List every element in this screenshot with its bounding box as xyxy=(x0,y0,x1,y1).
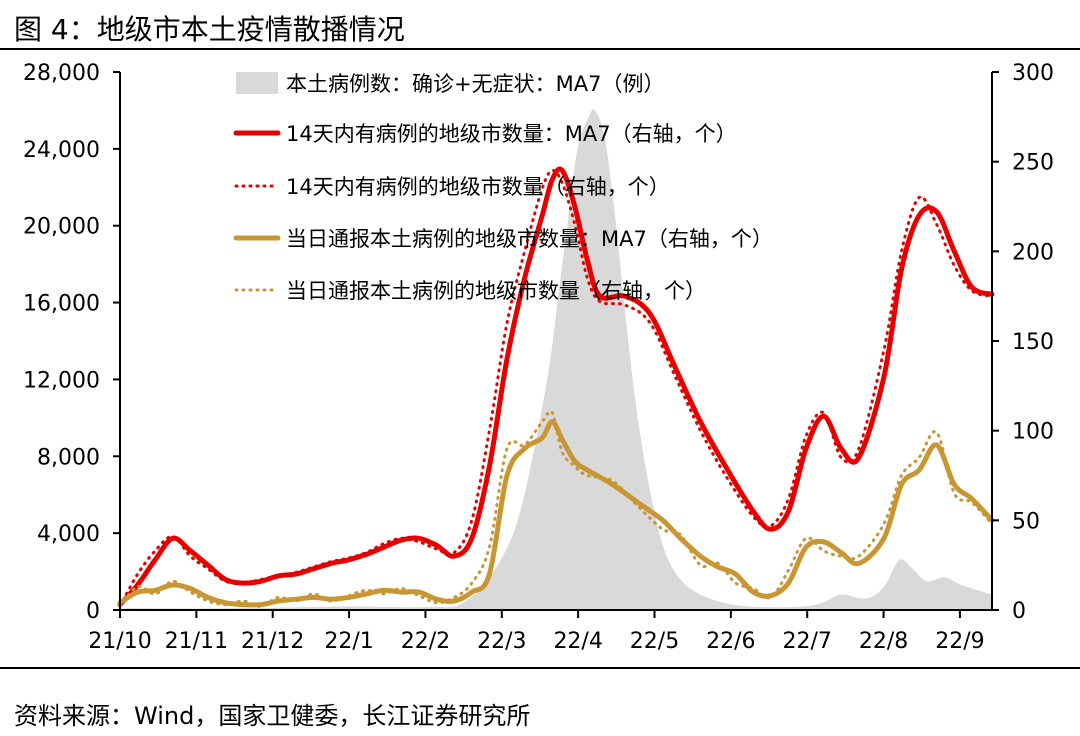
x-tick-label: 21/12 xyxy=(241,629,304,654)
x-tick-label: 22/8 xyxy=(859,629,908,654)
left-tick-label: 28,000 xyxy=(23,61,100,86)
x-tick-label: 22/9 xyxy=(935,629,984,654)
x-tick-label: 21/10 xyxy=(88,629,151,654)
legend-label: 当日通报本土病例的地级市数量：MA7（右轴，个） xyxy=(286,227,773,251)
right-tick-label: 200 xyxy=(1012,240,1054,265)
left-tick-label: 0 xyxy=(86,599,100,624)
series-line-4 xyxy=(118,409,994,608)
x-tick-label: 22/6 xyxy=(706,629,755,654)
left-tick-label: 8,000 xyxy=(37,445,100,470)
x-tick-label: 22/1 xyxy=(324,629,373,654)
legend-label: 本土病例数：确诊+无症状：MA7（例） xyxy=(286,72,664,96)
right-tick-label: 150 xyxy=(1012,330,1054,355)
chart-title: 图 4：地级市本土疫情散播情况 xyxy=(14,13,405,46)
series-line-3 xyxy=(117,419,995,608)
area-layer xyxy=(120,109,992,611)
left-tick-label: 16,000 xyxy=(23,292,100,317)
title-rule xyxy=(0,48,1080,50)
series-area-cases xyxy=(120,109,992,611)
left-tick-label: 12,000 xyxy=(23,368,100,393)
series-line-1 xyxy=(117,166,995,608)
series-line-2 xyxy=(118,169,994,608)
right-tick-label: 100 xyxy=(1012,420,1054,445)
x-tick-label: 21/11 xyxy=(165,629,228,654)
legend-label: 当日通报本土病例的地级市数量（右轴，个） xyxy=(286,279,706,303)
legend-swatch-area xyxy=(236,72,278,94)
axis-layer: 0 4,000 8,000 12,000 16,000 20,000 24,000 28,00… xyxy=(23,61,1054,654)
x-tick-label: 22/2 xyxy=(401,629,450,654)
legend: 本土病例数：确诊+无症状：MA7（例） 14天内有病例的地级市数量：MA7（右轴，… xyxy=(233,72,773,303)
x-tick-label: 22/3 xyxy=(477,629,526,654)
source-note: 资料来源：Wind，国家卫健委，长江证券研究所 xyxy=(14,702,531,730)
legend-label: 14天内有病例的地级市数量（右轴，个） xyxy=(286,175,670,199)
x-tick-label: 22/7 xyxy=(783,629,832,654)
right-tick-label: 300 xyxy=(1012,61,1054,86)
right-tick-label: 250 xyxy=(1012,151,1054,176)
right-tick-label: 0 xyxy=(1012,599,1026,624)
left-tick-label: 4,000 xyxy=(37,522,100,547)
right-tick-label: 50 xyxy=(1012,509,1040,534)
source-rule xyxy=(0,667,1080,669)
left-tick-label: 20,000 xyxy=(23,215,100,240)
left-tick-label: 24,000 xyxy=(23,138,100,163)
chart: 0 4,000 8,000 12,000 16,000 20,000 24,000 28,00… xyxy=(23,61,1054,654)
line-layer xyxy=(117,166,995,608)
legend-label: 14天内有病例的地级市数量：MA7（右轴，个） xyxy=(286,122,737,146)
x-tick-label: 22/5 xyxy=(630,629,679,654)
x-tick-label: 22/4 xyxy=(553,629,602,654)
